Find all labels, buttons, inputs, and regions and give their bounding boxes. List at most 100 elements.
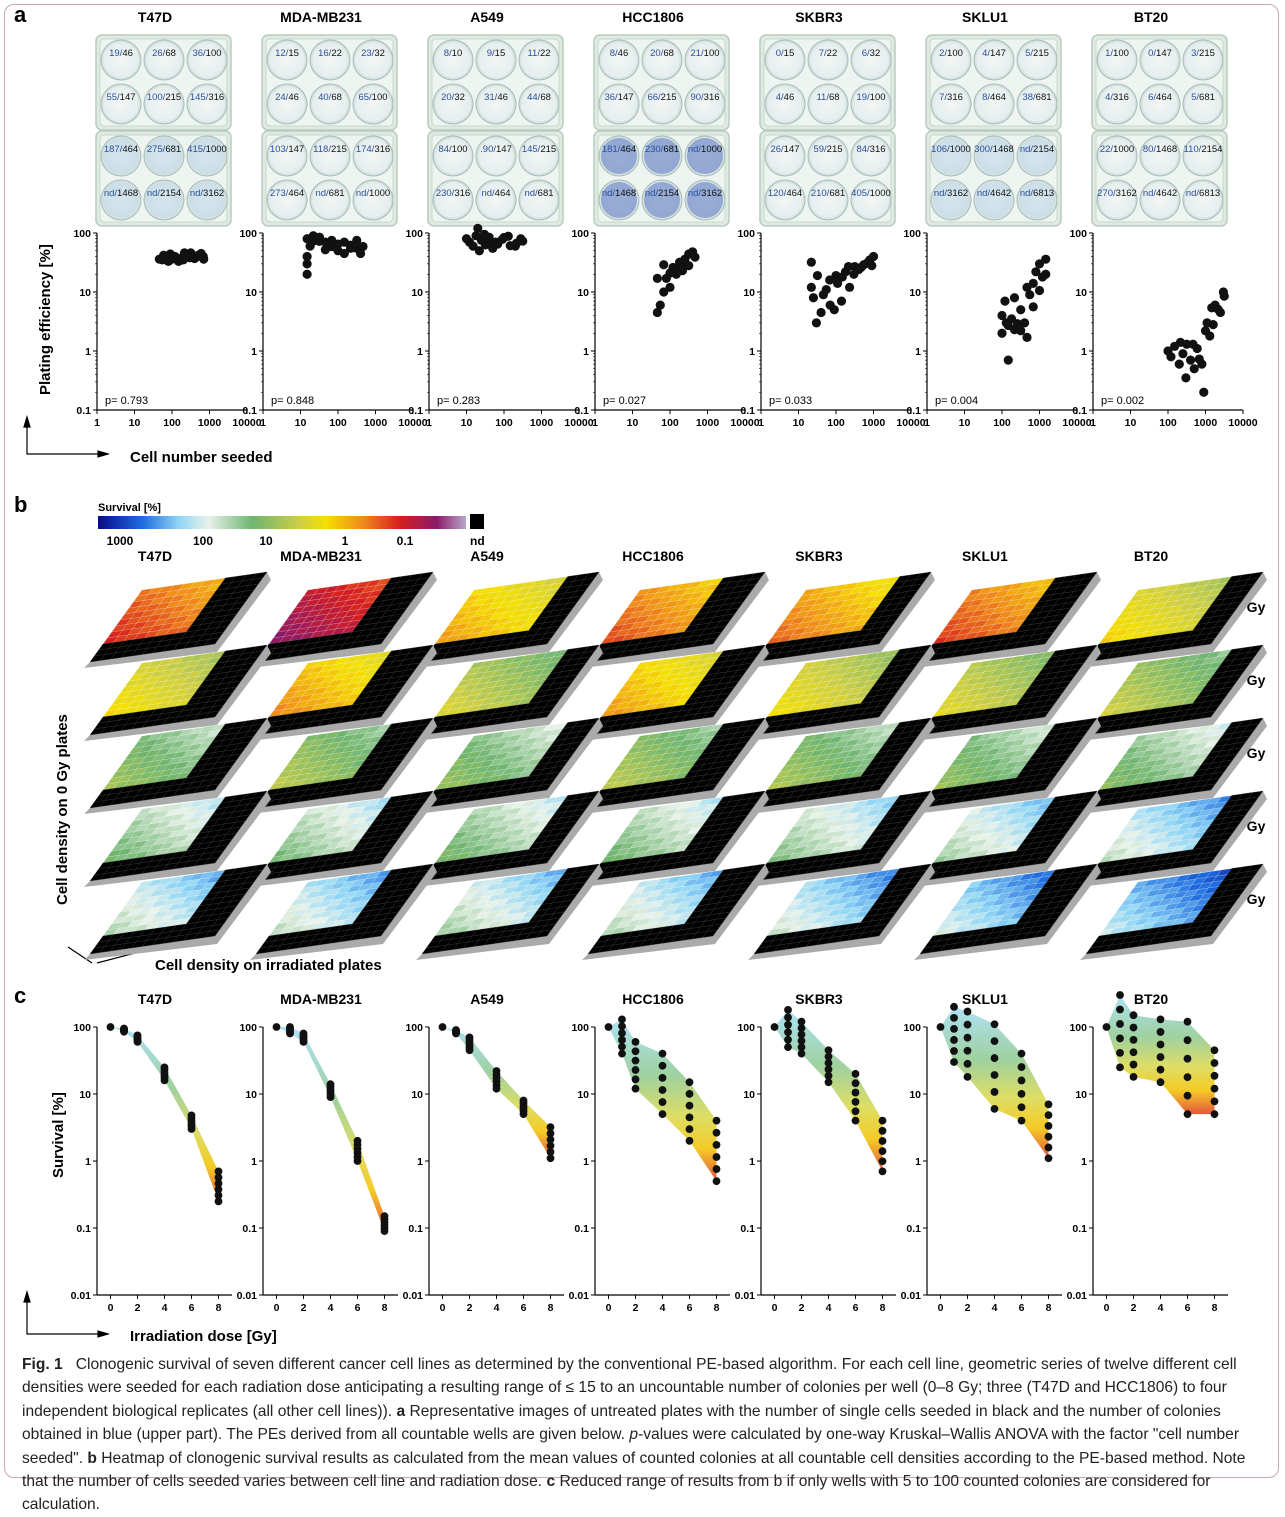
heatmap-cell (666, 583, 683, 592)
well-count-label: .90/147 (480, 144, 512, 155)
pe-data-point (806, 257, 816, 267)
heatmap-cell (669, 604, 686, 613)
plate-well (764, 83, 806, 125)
heatmap-cell (819, 601, 836, 610)
heatmap-cell (1014, 586, 1031, 595)
well-plate: 0/15 7/22 6/324/46 11/68 19/100 (759, 34, 896, 131)
plate-well (1182, 179, 1224, 221)
plate-well (143, 179, 185, 221)
heatmap-cell (138, 598, 155, 607)
p-value-label: p= 0.027 (603, 395, 646, 407)
heatmap-cell-line-title: SKLU1 (962, 548, 1008, 564)
stained-colonies (103, 138, 139, 174)
pe-data-point (327, 235, 337, 245)
cell-line-title: A549 (470, 9, 504, 25)
heatmap-cell (822, 622, 839, 631)
heatmap-cell (817, 591, 834, 600)
heatmap-cell (502, 594, 518, 603)
plate-well (807, 39, 849, 81)
heatmap-cell (171, 604, 188, 613)
well-count-label: 100/215 (147, 92, 181, 103)
heatmap-tile (84, 571, 271, 668)
pe-data-point (510, 241, 520, 251)
x-tick-label: 1 (426, 417, 432, 429)
x-tick-label: 100 (1159, 417, 1177, 429)
heatmap-cell (334, 583, 351, 592)
pe-data-point (165, 249, 175, 259)
heatmap-cell (788, 606, 804, 615)
heatmap-cell (339, 615, 356, 624)
well-count-label: 19/46 (109, 48, 133, 59)
heatmap-cell (158, 622, 175, 631)
pe-data-point (302, 259, 312, 269)
well-count-label: 44/68 (527, 92, 551, 103)
plate-well (186, 179, 228, 221)
heatmap-cell (625, 627, 642, 636)
plate-well (641, 135, 683, 177)
well-count-label: 84/100 (438, 144, 467, 155)
heatmap-cell (832, 583, 849, 592)
well-count-label: 20/32 (441, 92, 465, 103)
well-count-label: 38/681 (1022, 92, 1051, 103)
y-tick-label: 10 (1075, 287, 1087, 299)
well-count-label: nd/2154 (147, 188, 181, 199)
cell-line-title: MDA-MB231 (280, 9, 362, 25)
pe-data-point (1199, 387, 1209, 397)
heatmap-cell (457, 616, 474, 625)
pe-data-point (1170, 341, 1180, 351)
x-tick-label: 100 (661, 417, 679, 429)
heatmap-cell (153, 591, 170, 600)
panel-c-xlabel: Irradiation dose [Gy] (130, 1328, 277, 1345)
well-count-label: 8/46 (610, 48, 629, 59)
plate-well (1139, 39, 1181, 81)
pe-data-point (1028, 302, 1038, 312)
well-count-label: 181/464 (602, 144, 636, 155)
heatmap-cell (852, 607, 869, 616)
y-tick-label: 100 (405, 228, 423, 240)
panel-a-xlabel: Cell number seeded (130, 449, 273, 466)
plate-well (432, 83, 474, 125)
plate-well (598, 39, 640, 81)
heatmap-tile (250, 571, 437, 668)
heatmap-cell-line-title: MDA-MB231 (280, 548, 362, 564)
well-count-label: 7/316 (939, 92, 963, 103)
pe-data-point (1012, 319, 1023, 329)
plate-well (309, 179, 351, 221)
x-tick-label: 1000 (862, 417, 886, 429)
y-tick-label: 0.1 (906, 405, 921, 417)
heatmap-cell (456, 606, 472, 615)
heatmap-cell (168, 583, 185, 592)
plate-well (807, 135, 849, 177)
x-tick-label: 10000 (1228, 417, 1257, 429)
heatmap-cell (184, 586, 201, 595)
y-tick-label: 10 (909, 287, 921, 299)
y-tick-label: 100 (571, 228, 589, 240)
panel-c-ylabel: Survival [%] (50, 1092, 67, 1178)
y-tick-label: 100 (737, 228, 755, 240)
plate-well (684, 83, 726, 125)
plate-well (684, 179, 726, 221)
heatmap-cell (967, 588, 983, 597)
heatmap-cell (531, 579, 548, 588)
well-count-label: nd/6813 (1186, 188, 1220, 199)
legend-nd-swatch (470, 514, 484, 529)
heatmap-cell (443, 624, 459, 633)
plate-well (641, 179, 683, 221)
stained-colonies (189, 182, 225, 218)
well-count-label: 9/15 (487, 48, 506, 59)
plate-well (309, 83, 351, 125)
well-count-label: 210/681 (811, 188, 845, 199)
well-count-label: 273/464 (270, 188, 304, 199)
plate-well (186, 39, 228, 81)
plate-well (100, 179, 142, 221)
heatmap-cell (789, 616, 806, 625)
well-count-label: 84/316 (856, 144, 885, 155)
plate-well (186, 83, 228, 125)
heatmap-cell (837, 615, 854, 624)
